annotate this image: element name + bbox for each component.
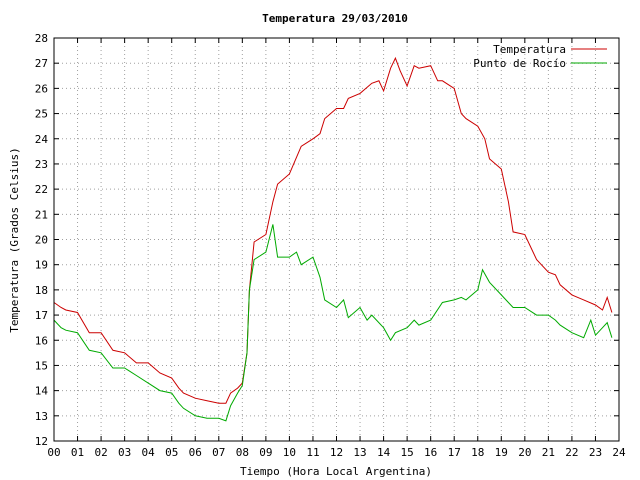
x-tick-label: 18 [471, 446, 484, 459]
y-tick-label: 23 [35, 158, 48, 171]
x-tick-label: 13 [353, 446, 366, 459]
x-tick-label: 23 [589, 446, 602, 459]
x-tick-label: 10 [283, 446, 296, 459]
legend-label: Temperatura [493, 43, 566, 56]
x-tick-label: 21 [542, 446, 555, 459]
x-tick-label: 17 [448, 446, 461, 459]
y-tick-label: 25 [35, 108, 48, 121]
y-tick-label: 28 [35, 32, 48, 45]
y-tick-label: 24 [35, 133, 49, 146]
grid [54, 38, 619, 441]
y-tick-label: 18 [35, 284, 48, 297]
x-axis-label: Tiempo (Hora Local Argentina) [240, 465, 432, 478]
x-tick-label: 02 [94, 446, 107, 459]
series-layer [53, 56, 613, 422]
x-tick-label: 05 [165, 446, 178, 459]
y-tick-label: 17 [35, 309, 48, 322]
x-tick-label: 08 [236, 446, 249, 459]
x-tick-label: 15 [401, 446, 414, 459]
x-tick-label: 24 [612, 446, 626, 459]
series-line-punto-de-rocio [53, 224, 613, 422]
y-tick-label: 26 [35, 82, 48, 95]
legend-label: Punto de Rocío [473, 57, 566, 70]
x-tick-label: 04 [142, 446, 156, 459]
x-tick-label: 00 [47, 446, 60, 459]
x-tick-label: 11 [306, 446, 319, 459]
x-tick-label: 09 [259, 446, 272, 459]
y-tick-label: 16 [35, 334, 48, 347]
x-tick-label: 07 [212, 446, 225, 459]
y-tick-label: 13 [35, 410, 48, 423]
y-tick-label: 12 [35, 435, 48, 448]
x-tick-label: 16 [424, 446, 437, 459]
x-tick-label: 06 [189, 446, 202, 459]
y-tick-label: 27 [35, 57, 48, 70]
x-tick-label: 19 [495, 446, 508, 459]
x-tick-label: 20 [518, 446, 531, 459]
series-line-temperatura [53, 56, 613, 404]
y-tick-label: 21 [35, 208, 48, 221]
x-tick-label: 12 [330, 446, 343, 459]
y-tick-label: 15 [35, 359, 48, 372]
x-tick-label: 14 [377, 446, 391, 459]
y-tick-label: 19 [35, 259, 48, 272]
x-tick-label: 22 [565, 446, 578, 459]
y-tick-label: 20 [35, 234, 48, 247]
y-tick-label: 22 [35, 183, 48, 196]
axis-ticks: 12 13 14 15 16 17 18 19 20 21 22 23 24 25 26 27 28 00 01 02… [35, 32, 626, 459]
chart-title: Temperatura 29/03/2010 [262, 12, 408, 25]
y-tick-label: 14 [35, 385, 49, 398]
x-tick-label: 03 [118, 446, 131, 459]
x-tick-label: 01 [71, 446, 84, 459]
y-axis-label: Temperatura (Grados Celsius) [8, 147, 21, 332]
